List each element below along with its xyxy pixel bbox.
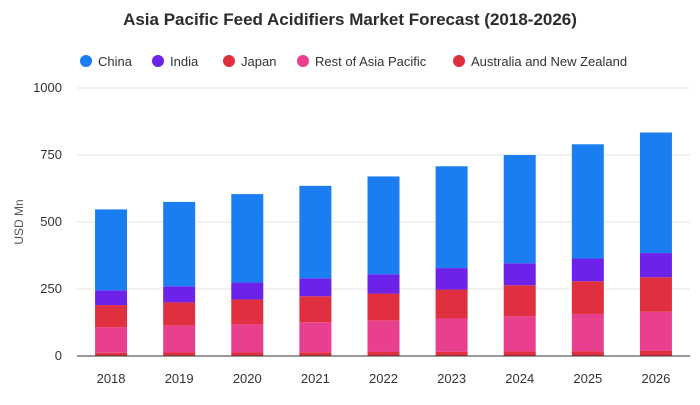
bar-segment xyxy=(163,201,196,287)
bar-segment xyxy=(435,318,468,352)
bar-segment xyxy=(503,263,536,286)
bar-segment xyxy=(367,320,400,352)
legend-label: Rest of Asia Pacific xyxy=(315,54,427,69)
bar-segment xyxy=(367,274,400,294)
x-tick-label: 2021 xyxy=(301,371,330,386)
bar-segment xyxy=(435,351,468,356)
bar-segment xyxy=(571,144,604,259)
bar-segment xyxy=(299,296,332,323)
x-tick-label: 2023 xyxy=(437,371,466,386)
bar-segment xyxy=(231,352,264,356)
y-tick-label: 1000 xyxy=(33,80,62,95)
y-axis-ticks: 0 250 500 750 1000 xyxy=(33,80,62,363)
bar-segment xyxy=(367,293,400,321)
legend-swatch xyxy=(453,55,465,67)
legend-swatch xyxy=(223,55,235,67)
bar-segment xyxy=(231,324,264,353)
bar-segment xyxy=(503,316,536,352)
bar-segment xyxy=(571,351,604,356)
bar-segment xyxy=(503,351,536,356)
bar-segment xyxy=(95,209,128,291)
x-tick-label: 2020 xyxy=(233,371,262,386)
legend-label: India xyxy=(170,54,199,69)
bar-segment xyxy=(571,281,604,314)
y-axis-label: USD Mn xyxy=(12,199,26,244)
bar-segment xyxy=(367,176,400,275)
bar-segment xyxy=(163,286,196,303)
bar-segment xyxy=(231,282,264,300)
bar-segment xyxy=(367,351,400,356)
bar-segment xyxy=(231,194,264,283)
bar-segment xyxy=(163,352,196,356)
bar-segment xyxy=(639,350,672,356)
bar-segment xyxy=(435,166,468,269)
bar-segment xyxy=(95,352,128,356)
y-tick-label: 750 xyxy=(40,147,62,162)
x-tick-label: 2025 xyxy=(573,371,602,386)
chart-title: Asia Pacific Feed Acidifiers Market Fore… xyxy=(123,10,577,29)
bar-segment xyxy=(639,311,672,351)
legend-item: India xyxy=(152,54,199,69)
bar-segment xyxy=(503,285,536,317)
bar-segment xyxy=(435,268,468,290)
bar-segment xyxy=(571,258,604,282)
bar-segment xyxy=(95,327,128,353)
y-tick-label: 0 xyxy=(55,348,62,363)
legend-label: Japan xyxy=(241,54,276,69)
legend-label: Australia and New Zealand xyxy=(471,54,627,69)
bar-segment xyxy=(571,313,604,352)
bar-segment xyxy=(163,325,196,353)
x-tick-label: 2026 xyxy=(641,371,670,386)
bar-segment xyxy=(231,299,264,325)
legend-item: Japan xyxy=(223,54,276,69)
y-tick-label: 250 xyxy=(40,281,62,296)
legend-item: Australia and New Zealand xyxy=(453,54,627,69)
bar-segment xyxy=(639,277,672,312)
bar-segment xyxy=(95,305,128,328)
legend-item: China xyxy=(80,54,133,69)
bar-segment xyxy=(503,155,536,264)
legend-swatch xyxy=(80,55,92,67)
x-tick-label: 2024 xyxy=(505,371,534,386)
legend: China India Japan Rest of Asia Pacific Austr… xyxy=(80,54,627,69)
x-tick-label: 2018 xyxy=(97,371,126,386)
bar-segment xyxy=(639,132,672,254)
bar-segment xyxy=(299,352,332,356)
bar-segment xyxy=(299,322,332,353)
bar-segment xyxy=(299,185,332,279)
bars xyxy=(95,132,672,356)
bar-segment xyxy=(95,290,128,306)
bar-segment xyxy=(639,253,672,278)
bar-segment xyxy=(299,278,332,297)
x-tick-label: 2019 xyxy=(165,371,194,386)
legend-item: Rest of Asia Pacific xyxy=(297,54,427,69)
x-tick-label: 2022 xyxy=(369,371,398,386)
y-tick-label: 500 xyxy=(40,214,62,229)
x-axis-ticks: 2018 2019 2020 2021 2022 2023 2024 2025 2026 xyxy=(97,371,671,386)
legend-swatch xyxy=(152,55,164,67)
bar-segment xyxy=(435,289,468,319)
legend-label: China xyxy=(98,54,133,69)
bar-segment xyxy=(163,302,196,326)
legend-swatch xyxy=(297,55,309,67)
